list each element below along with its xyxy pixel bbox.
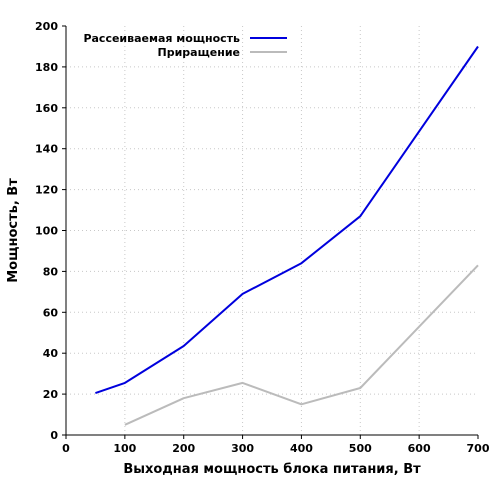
- series-line-2: [124, 264, 479, 426]
- y-axis-title: Мощность, Вт: [6, 178, 21, 283]
- y-tick-label: 40: [43, 347, 59, 360]
- x-tick-label: 100: [113, 442, 136, 455]
- y-tick-label: 20: [43, 388, 59, 401]
- y-tick-label: 160: [35, 102, 58, 115]
- x-tick-label: 600: [408, 442, 431, 455]
- x-tick-label: 400: [290, 442, 313, 455]
- y-tick-label: 60: [43, 306, 59, 319]
- x-tick-label: 200: [172, 442, 195, 455]
- axes: 0 100 200 300 400 500 600 700 0 20 40 60 80 100 120 140…: [35, 20, 490, 455]
- grid: [66, 26, 478, 435]
- y-tick-label: 0: [50, 429, 58, 442]
- y-tick-label: 180: [35, 61, 58, 74]
- series-line-1: [95, 45, 479, 395]
- series-lines: [95, 45, 479, 426]
- x-axis-title: Выходная мощность блока питания, Вт: [123, 462, 421, 477]
- y-tick-label: 120: [35, 184, 58, 197]
- x-tick-label: 300: [231, 442, 254, 455]
- y-tick-label: 80: [43, 265, 59, 278]
- y-tick-label: 100: [35, 225, 58, 238]
- legend-label-1: Рассеиваемая мощность: [83, 32, 240, 45]
- y-tick-label: 200: [35, 20, 58, 33]
- x-tick-label: 500: [349, 442, 372, 455]
- x-tick-label: 0: [62, 442, 70, 455]
- legend-label-2: Приращение: [158, 46, 240, 59]
- y-tick-label: 140: [35, 143, 58, 156]
- x-tick-label: 700: [467, 442, 490, 455]
